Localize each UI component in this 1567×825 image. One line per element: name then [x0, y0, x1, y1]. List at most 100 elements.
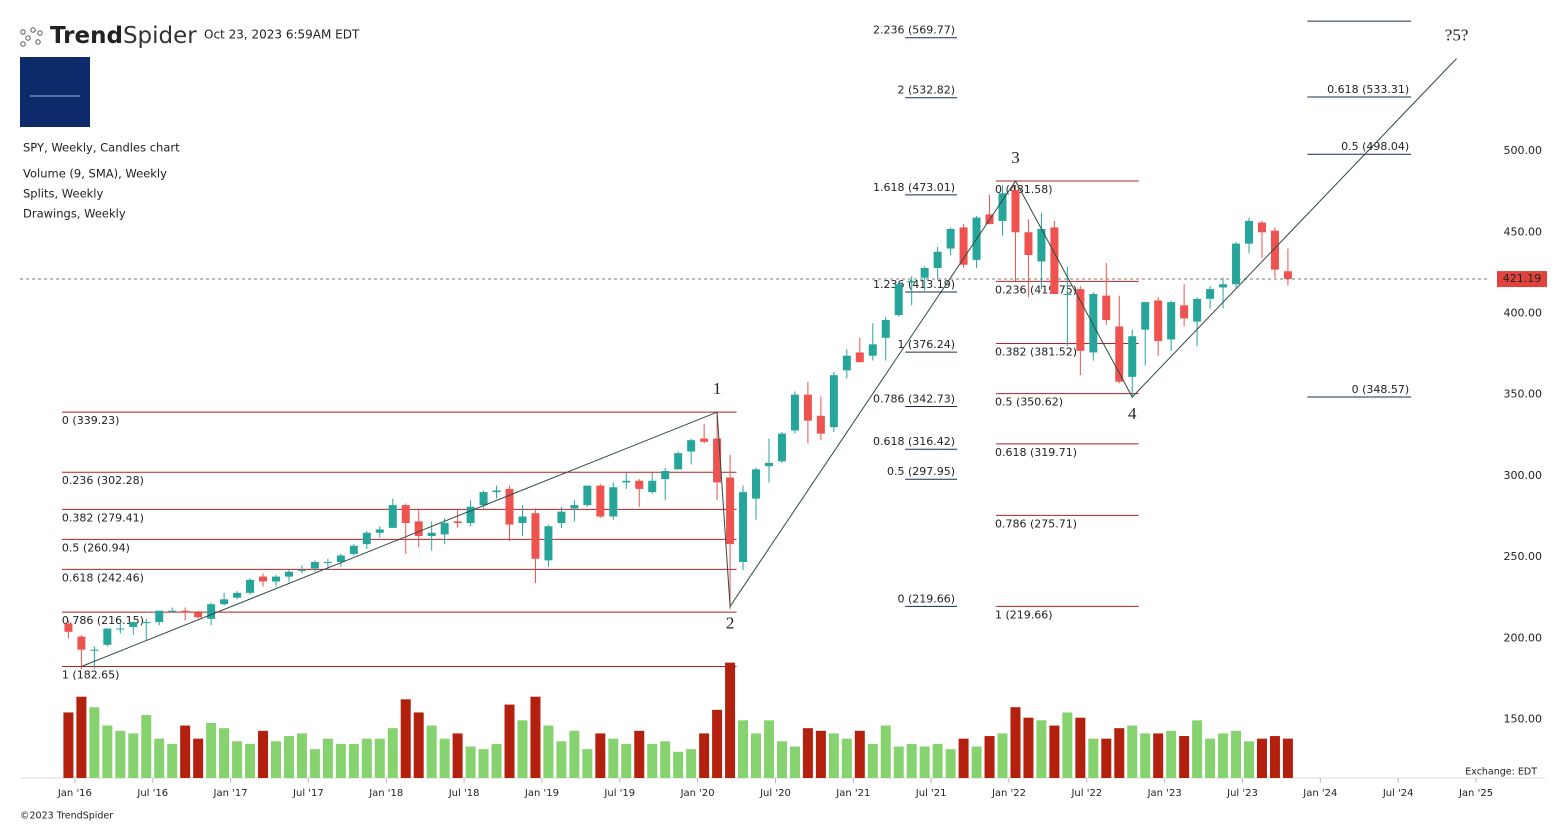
candle-body	[103, 628, 112, 645]
x-tick-label: Jul '21	[915, 788, 947, 799]
candle-body	[1180, 305, 1189, 319]
volume-bar	[841, 738, 852, 778]
volume-bar	[193, 738, 204, 778]
volume-bar	[504, 704, 515, 778]
candle-body	[1193, 298, 1202, 322]
candle-body	[401, 505, 410, 523]
fib-label: 1 (219.66)	[995, 608, 1053, 621]
y-tick-label: 500.00	[1504, 144, 1543, 157]
fib-label: 0 (339.23)	[62, 414, 120, 427]
candle-body	[648, 480, 657, 493]
fib-label: 2.236 (569.77)	[873, 24, 955, 37]
volume-bar	[348, 743, 359, 778]
volume-bar	[89, 707, 100, 778]
candle-body	[894, 284, 903, 316]
volume-bar	[1256, 738, 1267, 778]
volume-bar	[258, 730, 269, 778]
y-tick-label: 200.00	[1504, 631, 1543, 644]
volume-bar	[180, 725, 191, 778]
y-tick-label: 450.00	[1504, 225, 1543, 238]
volume-bar	[763, 720, 774, 778]
x-tick-label: Jan '20	[680, 788, 715, 799]
candle-body	[375, 529, 384, 533]
candle-body	[557, 511, 566, 523]
fib-label: 0.5 (350.62)	[995, 396, 1063, 409]
x-tick-label: Jan '16	[57, 788, 92, 799]
y-tick-label: 350.00	[1504, 388, 1543, 401]
volume-bar	[789, 746, 800, 778]
candle-body	[194, 612, 203, 618]
volume-bar	[1075, 717, 1086, 778]
candle-body	[674, 453, 683, 470]
candle-body	[777, 433, 786, 462]
x-tick-label: Jan '21	[835, 788, 870, 799]
candle-body	[518, 516, 527, 523]
candle-body	[77, 636, 86, 650]
fib-label: 0 (219.66)	[898, 592, 956, 605]
volume-bar	[167, 743, 178, 778]
volume-bar	[1023, 717, 1034, 778]
candle-body	[1141, 302, 1150, 330]
volume-bar	[413, 712, 424, 778]
volume-bar	[270, 741, 281, 778]
chart-title: SPY, Weekly, Candles chart	[23, 141, 180, 155]
volume-bar	[854, 730, 865, 778]
fib-label: 0.786 (216.15)	[62, 614, 144, 627]
fib-label: 0 (481.58)	[995, 183, 1053, 196]
candle-body	[726, 477, 735, 545]
candle-body	[349, 545, 358, 554]
volume-bar	[322, 738, 333, 778]
x-tick-label: Jul '23	[1226, 788, 1258, 799]
candle-body	[1270, 230, 1279, 270]
candle-body	[129, 622, 138, 627]
x-tick-label: Jan '25	[1458, 788, 1493, 799]
candle-body	[1128, 336, 1137, 377]
candle-body	[64, 623, 73, 632]
candle-body	[1219, 284, 1228, 288]
candle-body	[492, 490, 501, 493]
volume-bar	[971, 746, 982, 778]
volume-bar	[997, 733, 1008, 778]
candle-body	[998, 193, 1007, 221]
candle-body	[284, 571, 293, 577]
candle-body	[1154, 300, 1163, 342]
candle-body	[505, 488, 514, 525]
candle-body	[816, 415, 825, 434]
fib-label: 0.5 (498.04)	[1341, 140, 1409, 153]
candle-body	[829, 375, 838, 428]
volume-bar	[738, 720, 749, 778]
volume-bar	[919, 746, 930, 778]
wave-label: 3	[1011, 148, 1020, 167]
volume-bar	[725, 662, 736, 778]
volume-bar	[517, 720, 528, 778]
volume-bar	[1192, 720, 1203, 778]
x-tick-label: Jul '18	[448, 788, 480, 799]
candle-body	[959, 227, 968, 265]
x-tick-label: Jul '17	[292, 788, 324, 799]
volume-bar	[802, 728, 813, 778]
volume-bar	[776, 741, 787, 778]
volume-bar	[673, 751, 684, 778]
brand: TrendSpider	[50, 23, 197, 49]
candle-body	[233, 592, 242, 598]
timestamp: Oct 23, 2023 6:59AM EDT	[204, 28, 360, 42]
fib-label: 1.236 (413.19)	[873, 278, 955, 291]
last-price-label: 421.19	[1503, 272, 1542, 285]
candle-body	[259, 576, 268, 582]
x-tick-label: Jan '17	[213, 788, 248, 799]
volume-bar	[206, 722, 217, 778]
brand-light: Spider	[123, 23, 197, 49]
candle-body	[739, 492, 748, 562]
x-tick-label: Jan '18	[368, 788, 403, 799]
candle-body	[388, 505, 397, 528]
volume-bar	[1088, 738, 1099, 778]
volume-bar	[219, 728, 230, 778]
volume-bar	[582, 749, 593, 778]
fib-label: 1.618 (473.01)	[873, 181, 955, 194]
volume-bar	[1166, 730, 1177, 778]
fib-label: 0.382 (381.52)	[995, 345, 1077, 358]
fib-label: 0.618 (316.42)	[873, 435, 955, 448]
volume-bar	[1127, 725, 1138, 778]
candle-body	[1089, 293, 1098, 353]
volume-bar	[1231, 730, 1242, 778]
